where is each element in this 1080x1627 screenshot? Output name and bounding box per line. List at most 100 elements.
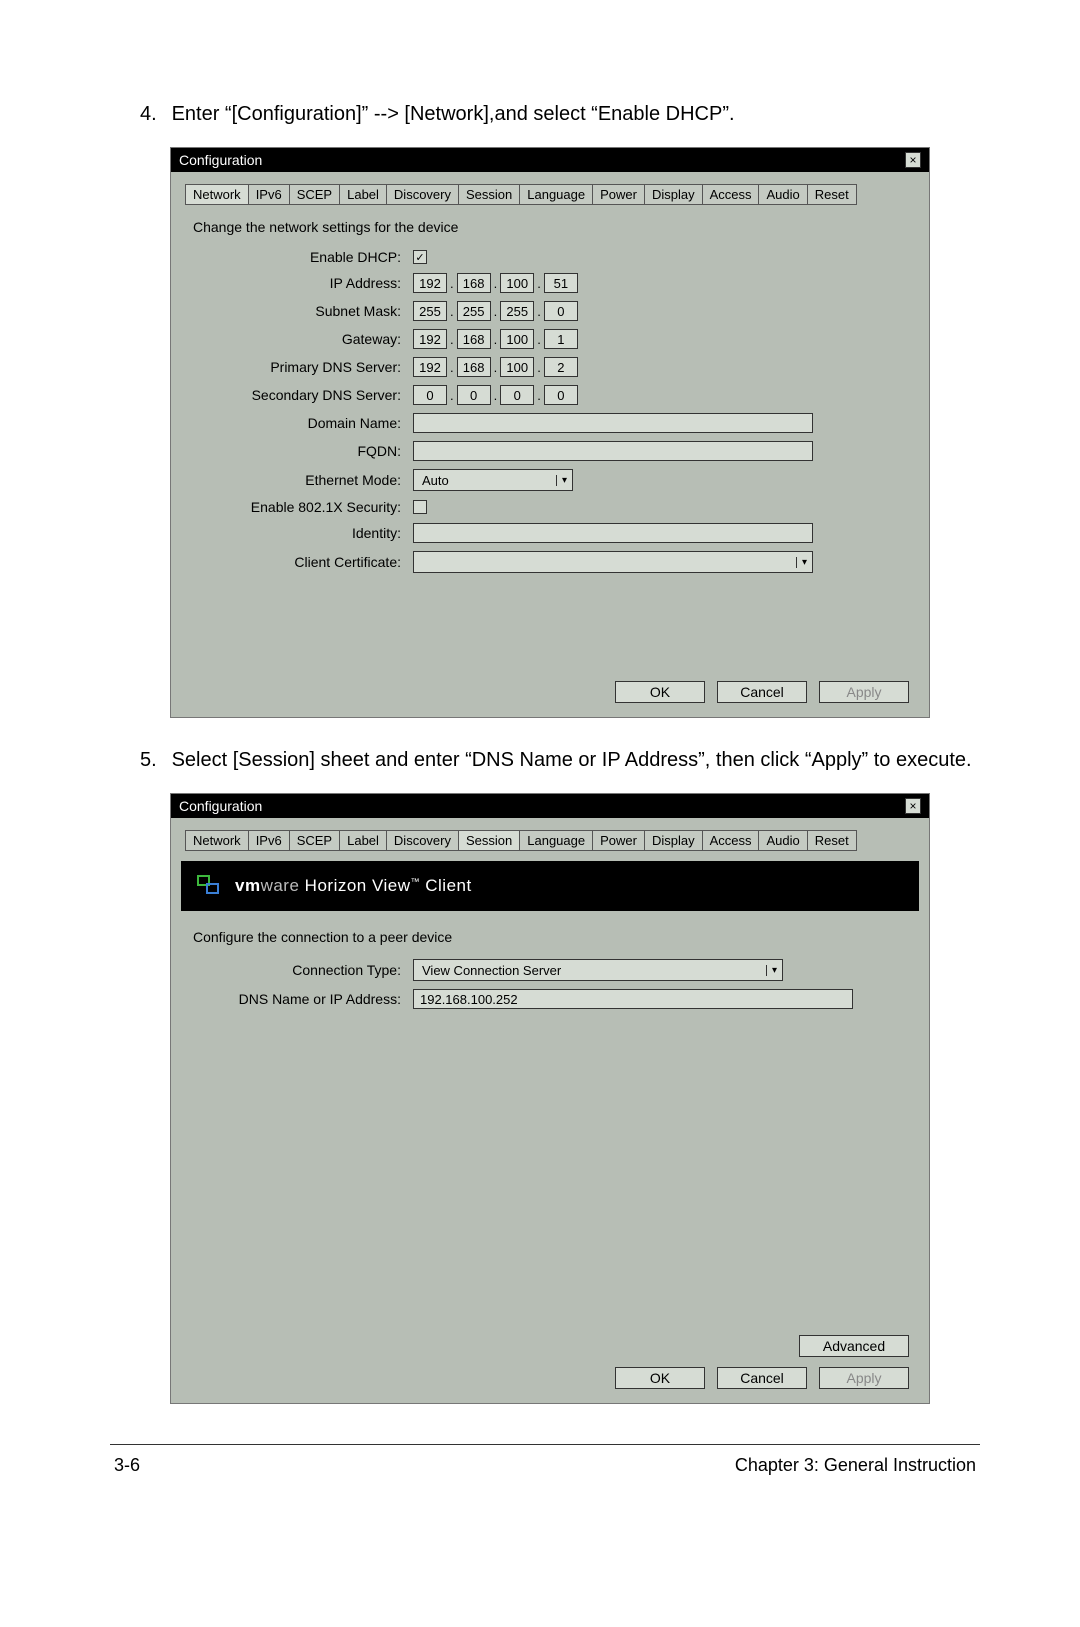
dns-name-input[interactable] [413,989,853,1009]
ip-octet-4[interactable] [544,273,578,293]
ip-octet-3[interactable] [500,273,534,293]
step-5: 5. Select [Session] sheet and enter “DNS… [140,746,980,775]
tab-audio[interactable]: Audio [758,184,807,205]
fqdn-label: FQDN: [185,443,413,459]
step-4-num: 4. [140,100,166,129]
identity-input[interactable] [413,523,813,543]
config-dialog-session: Configuration × Network IPv6 SCEP Label … [170,793,930,1404]
close-icon[interactable]: × [905,152,921,168]
identity-label: Identity: [185,525,413,541]
enable-8021x-label: Enable 802.1X Security: [185,499,413,515]
titlebar: Configuration × [171,794,929,818]
config-dialog-network: Configuration × Network IPv6 SCEP Label … [170,147,930,718]
ok-button[interactable]: OK [615,681,705,703]
pdns-octet-2[interactable] [457,357,491,377]
step-4-text: Enter “[Configuration]” --> [Network],an… [172,103,735,125]
ethernet-mode-label: Ethernet Mode: [185,472,413,488]
ip-address-label: IP Address: [185,275,413,291]
tab-access[interactable]: Access [702,184,760,205]
tab-scep[interactable]: SCEP [289,830,340,851]
tab-audio[interactable]: Audio [758,830,807,851]
ip-octet-2[interactable] [457,273,491,293]
tab-access[interactable]: Access [702,830,760,851]
sdns-octet-2[interactable] [457,385,491,405]
subnet-octet-4[interactable] [544,301,578,321]
vmware-icon [197,875,223,897]
tab-scep[interactable]: SCEP [289,184,340,205]
connection-type-label: Connection Type: [185,962,413,978]
domain-name-label: Domain Name: [185,415,413,431]
tab-label[interactable]: Label [339,830,387,851]
vmware-banner: vmware Horizon View™ Client [181,861,919,911]
tab-network[interactable]: Network [185,184,249,205]
tab-network[interactable]: Network [185,830,249,851]
subnet-octet-3[interactable] [500,301,534,321]
ethernet-mode-select[interactable]: Auto ▾ [413,469,573,491]
tabs: Network IPv6 SCEP Label Discovery Sessio… [185,830,915,851]
tab-ipv6[interactable]: IPv6 [248,830,290,851]
enable-dhcp-label: Enable DHCP: [185,249,413,265]
tab-label[interactable]: Label [339,184,387,205]
connection-type-select[interactable]: View Connection Server ▾ [413,959,783,981]
sdns-octet-4[interactable] [544,385,578,405]
tab-session[interactable]: Session [458,830,520,851]
tab-session[interactable]: Session [458,184,520,205]
sdns-octet-1[interactable] [413,385,447,405]
tab-discovery[interactable]: Discovery [386,184,459,205]
page-number: 3-6 [114,1455,140,1476]
client-cert-select[interactable]: ▾ [413,551,813,573]
gateway-octet-1[interactable] [413,329,447,349]
chapter-title: Chapter 3: General Instruction [735,1455,976,1476]
pdns-octet-3[interactable] [500,357,534,377]
tab-power[interactable]: Power [592,184,645,205]
fqdn-input[interactable] [413,441,813,461]
subnet-mask-label: Subnet Mask: [185,303,413,319]
client-cert-label: Client Certificate: [185,554,413,570]
ethernet-mode-value: Auto [414,472,556,489]
enable-8021x-checkbox[interactable] [413,500,427,514]
primary-dns-label: Primary DNS Server: [185,359,413,375]
step-4: 4. Enter “[Configuration]” --> [Network]… [140,100,980,129]
tab-display[interactable]: Display [644,830,703,851]
secondary-dns-label: Secondary DNS Server: [185,387,413,403]
enable-dhcp-checkbox[interactable]: ✓ [413,250,427,264]
subnet-octet-1[interactable] [413,301,447,321]
tab-ipv6[interactable]: IPv6 [248,184,290,205]
tab-language[interactable]: Language [519,830,593,851]
domain-name-input[interactable] [413,413,813,433]
dialog-title: Configuration [179,152,262,168]
tab-display[interactable]: Display [644,184,703,205]
subnet-octet-2[interactable] [457,301,491,321]
tab-discovery[interactable]: Discovery [386,830,459,851]
ip-octet-1[interactable] [413,273,447,293]
sdns-octet-3[interactable] [500,385,534,405]
chevron-down-icon: ▾ [556,475,572,486]
section-heading: Change the network settings for the devi… [193,219,915,235]
cancel-button[interactable]: Cancel [717,681,807,703]
advanced-button[interactable]: Advanced [799,1335,909,1357]
gateway-octet-4[interactable] [544,329,578,349]
tab-reset[interactable]: Reset [807,184,857,205]
vmware-brand: vmware Horizon View™ Client [235,876,472,896]
cancel-button[interactable]: Cancel [717,1367,807,1389]
apply-button[interactable]: Apply [819,1367,909,1389]
tab-language[interactable]: Language [519,184,593,205]
ok-button[interactable]: OK [615,1367,705,1389]
chevron-down-icon: ▾ [766,965,782,976]
connection-type-value: View Connection Server [414,962,766,979]
titlebar: Configuration × [171,148,929,172]
footer-divider [110,1444,980,1445]
client-cert-value [414,561,796,563]
pdns-octet-1[interactable] [413,357,447,377]
tab-power[interactable]: Power [592,830,645,851]
gateway-octet-3[interactable] [500,329,534,349]
tab-reset[interactable]: Reset [807,830,857,851]
apply-button[interactable]: Apply [819,681,909,703]
close-icon[interactable]: × [905,798,921,814]
page-footer: 3-6 Chapter 3: General Instruction [110,1455,980,1506]
gateway-octet-2[interactable] [457,329,491,349]
step-5-text: Select [Session] sheet and enter “DNS Na… [172,749,972,771]
tabs: Network IPv6 SCEP Label Discovery Sessio… [185,184,915,205]
pdns-octet-4[interactable] [544,357,578,377]
chevron-down-icon: ▾ [796,557,812,568]
